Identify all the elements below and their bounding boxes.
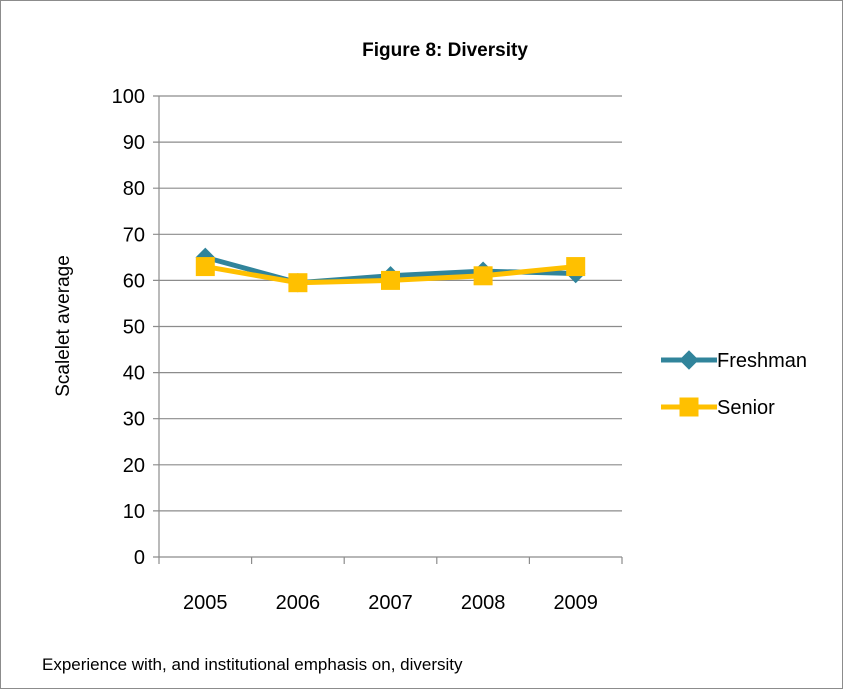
y-tick-label: 60	[123, 270, 145, 292]
gridlines	[153, 95, 622, 512]
legend-label: Senior	[717, 397, 775, 419]
legend-swatch-marker	[679, 397, 699, 417]
data-point-senior	[566, 257, 586, 277]
chart-title: Figure 8: Diversity	[362, 40, 528, 61]
y-tick-label: 100	[112, 86, 145, 108]
y-tick-label: 20	[123, 455, 145, 477]
legend-label: Freshman	[717, 350, 807, 372]
x-tick-label: 2006	[276, 592, 321, 614]
y-tick-label: 80	[123, 178, 145, 200]
y-tick-label: 10	[123, 501, 145, 523]
data-point-senior	[381, 270, 400, 290]
x-tick-label: 2009	[553, 592, 598, 614]
data-point-senior	[473, 266, 493, 286]
chart-caption: Experience with, and institutional empha…	[42, 655, 463, 674]
legend-swatch-marker	[679, 350, 699, 370]
y-tick-labels: 0 10 20 30 40 50 60 70 80 90 100	[112, 86, 145, 569]
legend: Freshman Senior	[661, 350, 807, 419]
legend-item-freshman: Freshman	[661, 350, 807, 372]
axes	[153, 96, 623, 564]
x-tick-label: 2008	[461, 592, 506, 614]
series-markers	[195, 247, 586, 293]
legend-item-senior: Senior	[661, 397, 775, 419]
data-point-senior	[195, 257, 215, 277]
y-tick-label: 0	[134, 547, 145, 569]
y-tick-label: 70	[123, 224, 145, 246]
data-point-senior	[288, 273, 308, 293]
y-axis-label: Scalelet average	[53, 255, 74, 397]
y-tick-label: 50	[123, 317, 145, 339]
y-tick-label: 90	[123, 132, 145, 154]
y-tick-label: 40	[123, 363, 145, 385]
x-tick-label: 2007	[368, 592, 413, 614]
y-tick-label: 30	[123, 409, 145, 431]
x-tick-label: 2005	[183, 592, 228, 614]
x-tick-labels: 2005 2006 2007 2008 2009	[183, 592, 598, 614]
